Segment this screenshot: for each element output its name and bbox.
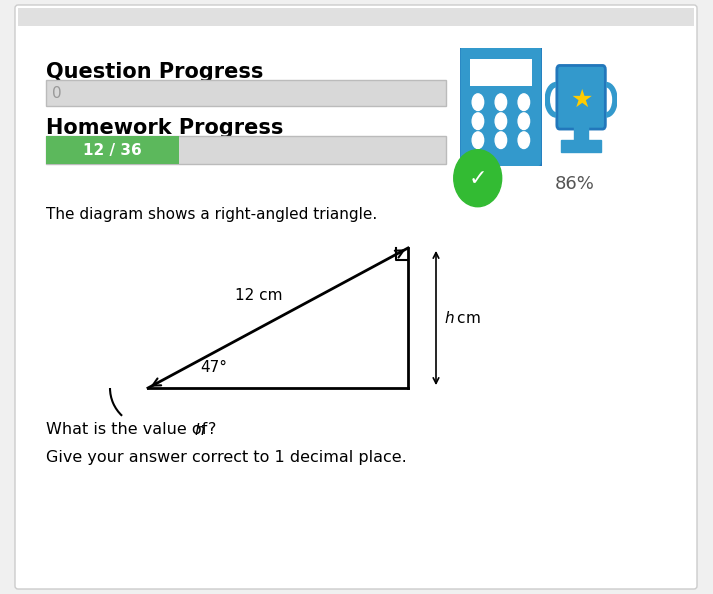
Text: Homework Progress: Homework Progress xyxy=(46,118,283,138)
Bar xyxy=(18,8,694,26)
Bar xyxy=(574,124,588,142)
FancyBboxPatch shape xyxy=(15,5,697,589)
Circle shape xyxy=(453,150,502,207)
Bar xyxy=(46,136,179,164)
Text: 86%: 86% xyxy=(555,175,595,193)
Text: ?: ? xyxy=(208,422,216,437)
Text: 47°: 47° xyxy=(200,360,227,375)
Bar xyxy=(46,80,446,106)
Text: 12 cm: 12 cm xyxy=(235,288,282,303)
Text: ★: ★ xyxy=(570,88,593,112)
Text: The diagram shows a right-angled triangle.: The diagram shows a right-angled triangl… xyxy=(46,207,377,222)
Text: Question Progress: Question Progress xyxy=(46,62,263,82)
Bar xyxy=(46,136,446,164)
Text: 0: 0 xyxy=(52,86,61,100)
Bar xyxy=(470,59,532,86)
FancyBboxPatch shape xyxy=(557,65,605,129)
Text: 12 / 36: 12 / 36 xyxy=(83,143,142,157)
FancyBboxPatch shape xyxy=(459,44,543,168)
Circle shape xyxy=(495,132,507,148)
Circle shape xyxy=(495,94,507,110)
Text: What is the value of: What is the value of xyxy=(46,422,212,437)
Circle shape xyxy=(472,94,483,110)
Text: Give your answer correct to 1 decimal place.: Give your answer correct to 1 decimal pl… xyxy=(46,450,406,465)
Circle shape xyxy=(472,132,483,148)
Circle shape xyxy=(472,113,483,129)
Circle shape xyxy=(495,113,507,129)
Circle shape xyxy=(518,94,530,110)
Text: $h$: $h$ xyxy=(194,422,205,438)
Text: $h$ cm: $h$ cm xyxy=(444,310,481,326)
Bar xyxy=(561,140,601,152)
Circle shape xyxy=(518,113,530,129)
Text: ✓: ✓ xyxy=(468,169,487,189)
Circle shape xyxy=(518,132,530,148)
